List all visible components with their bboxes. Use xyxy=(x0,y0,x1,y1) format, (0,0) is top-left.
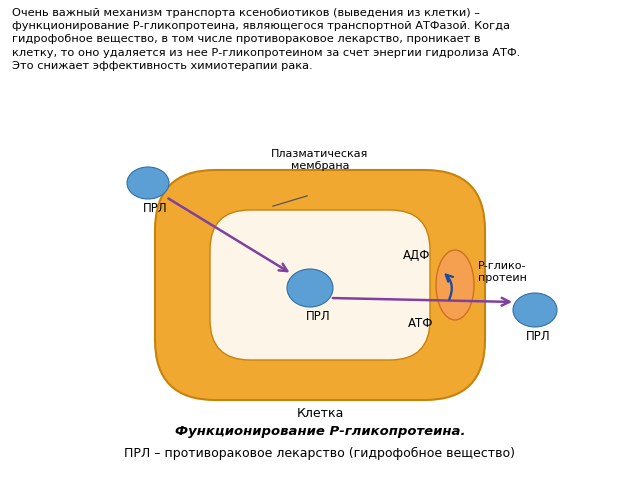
Text: Р-глико-
протеин: Р-глико- протеин xyxy=(478,261,527,283)
Ellipse shape xyxy=(287,269,333,307)
Text: АДФ: АДФ xyxy=(403,249,431,262)
Text: ПРЛ: ПРЛ xyxy=(143,202,167,215)
FancyBboxPatch shape xyxy=(155,170,485,400)
FancyArrowPatch shape xyxy=(333,298,509,306)
Ellipse shape xyxy=(513,293,557,327)
FancyArrowPatch shape xyxy=(446,275,453,300)
Text: ПРЛ – противораковое лекарство (гидрофобное вещество): ПРЛ – противораковое лекарство (гидрофоб… xyxy=(125,446,515,459)
FancyArrowPatch shape xyxy=(168,198,287,271)
Text: Клетка: Клетка xyxy=(296,407,344,420)
Text: Очень важный механизм транспорта ксенобиотиков (выведения из клетки) –
функциони: Очень важный механизм транспорта ксеноби… xyxy=(12,8,520,71)
Ellipse shape xyxy=(127,167,169,199)
Text: Функционирование Р-гликопротеина.: Функционирование Р-гликопротеина. xyxy=(175,425,465,439)
Text: АТФ: АТФ xyxy=(408,317,433,330)
FancyBboxPatch shape xyxy=(210,210,430,360)
Text: ПРЛ: ПРЛ xyxy=(306,310,330,323)
FancyArrowPatch shape xyxy=(273,196,307,206)
Ellipse shape xyxy=(436,250,474,320)
Text: ПРЛ: ПРЛ xyxy=(525,330,550,343)
Text: Плазматическая
мембрана: Плазматическая мембрана xyxy=(271,149,369,171)
